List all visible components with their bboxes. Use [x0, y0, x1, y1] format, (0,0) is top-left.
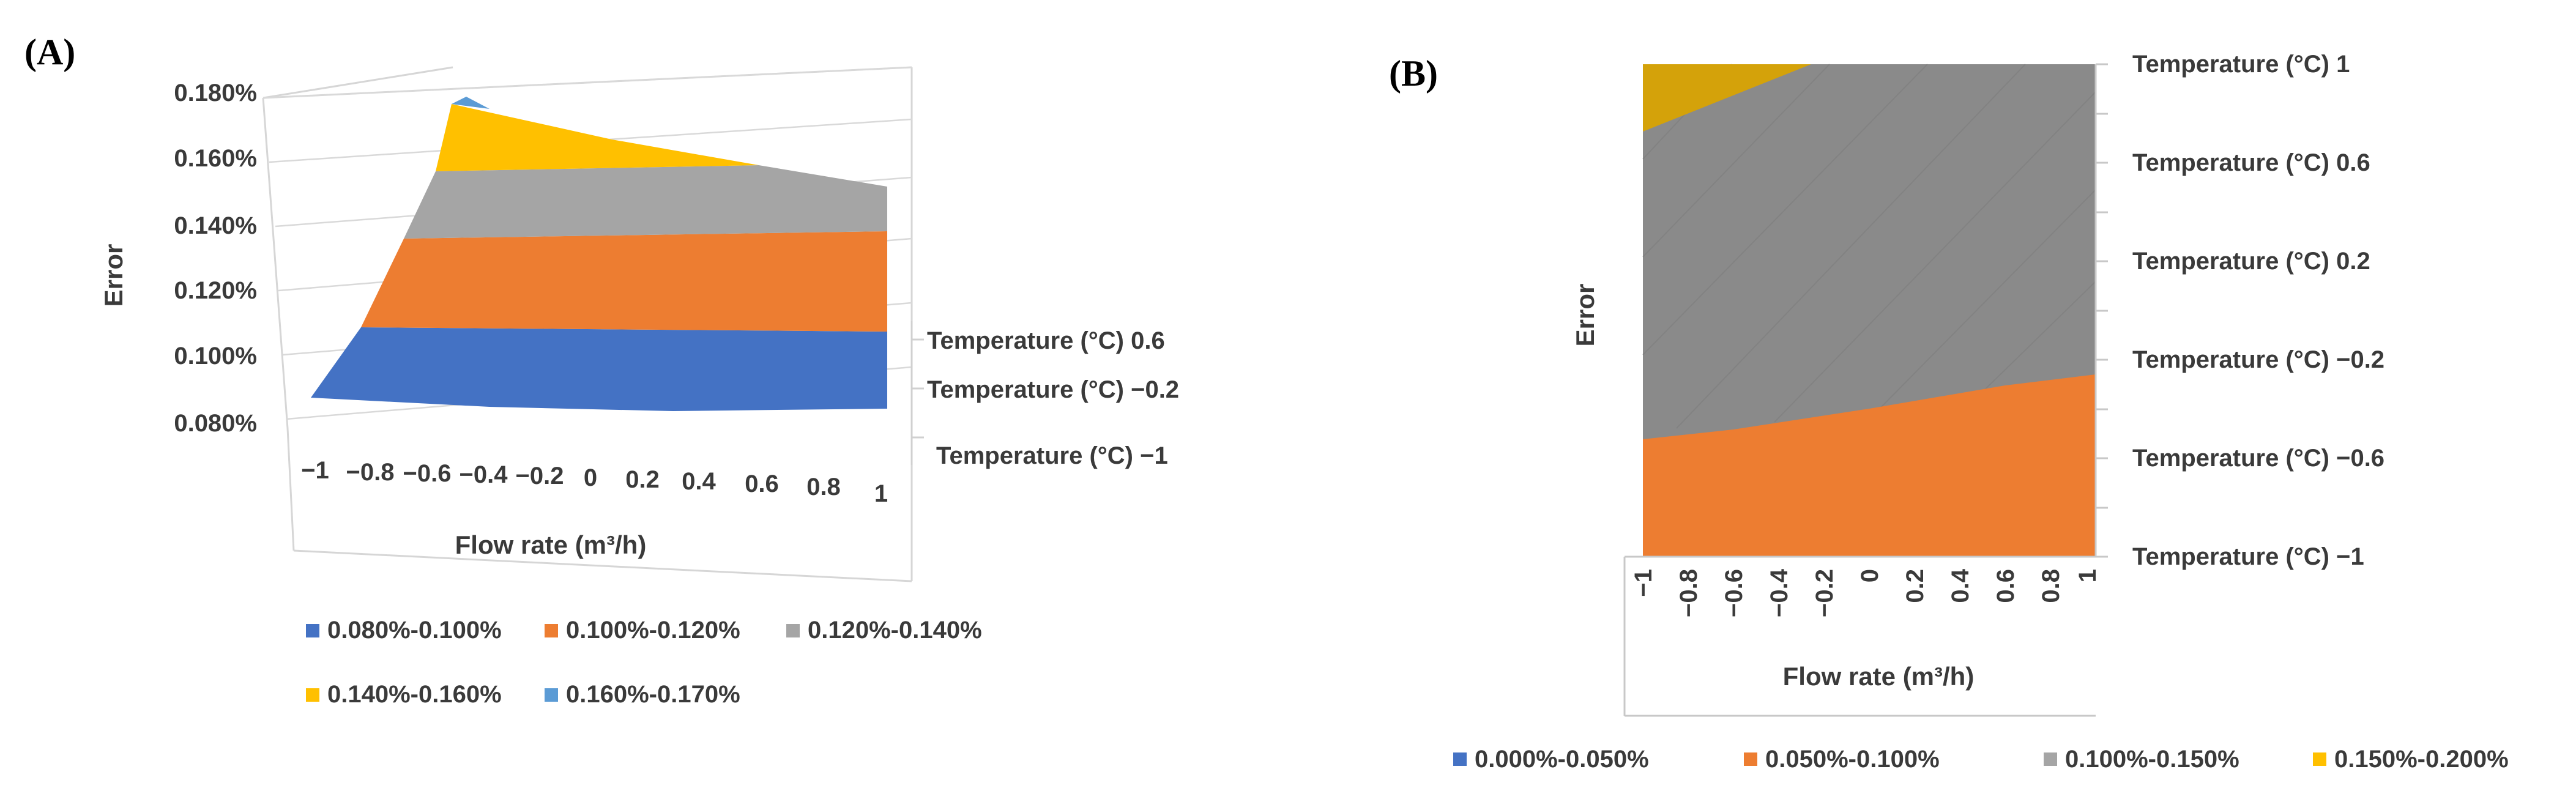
tick-label: −0.8: [346, 459, 395, 486]
panel-a-temp-ticks: Temperature (°C) 0.6 Temperature (°C) −0…: [927, 327, 1179, 469]
tick-label: Temperature (°C) −0.2: [2132, 346, 2384, 373]
texture-line: [1774, 91, 2096, 423]
tick-label: 0.2: [1902, 569, 1929, 603]
tick-label: −0.2: [516, 463, 564, 489]
tick-label: Temperature (°C) −0.2: [927, 376, 1179, 403]
tick-label: 0: [584, 464, 597, 491]
legend-label: 0.160%-0.170%: [566, 681, 740, 708]
panel-a-label: (A): [24, 32, 75, 72]
panel-b-flow-ticks: −1 −0.8 −0.6 −0.4 −0.2 0 0.2 0.4 0.6 0.8…: [1630, 568, 2101, 617]
surface-band-0.160-0.170: [452, 97, 490, 109]
legend-label: 0.000%-0.050%: [1475, 746, 1649, 773]
surface-band-0.120-0.140: [404, 165, 887, 239]
panel-a: (A) 0.080% 0.100: [24, 32, 1179, 708]
panel-b-texture: [1642, 64, 2096, 429]
panel-b-temp-ticks: Temperature (°C) 1 Temperature (°C) 0.6 …: [2132, 51, 2384, 570]
panel-b-legend: 0.000%-0.050% 0.050%-0.100% 0.100%-0.150…: [1453, 746, 2509, 773]
surface-band-0.100-0.120: [361, 231, 887, 332]
tick-label: Temperature (°C) 1: [2132, 51, 2350, 78]
tick-label: 0.120%: [174, 277, 257, 304]
panel-a-temp-axis: [910, 321, 924, 465]
tick-label: 1: [874, 480, 888, 507]
panel-a-flow-ticks: −1 −0.8 −0.6 −0.4 −0.2 0 0.2 0.4 0.6 0.8…: [301, 457, 888, 507]
legend-label: 0.140%-0.160%: [327, 681, 502, 708]
surface-band-0.080-0.100: [311, 327, 887, 411]
tick-label: Temperature (°C) 0.2: [2132, 248, 2370, 275]
tick-label: −0.8: [1675, 569, 1702, 617]
legend-label: 0.100%-0.120%: [566, 617, 740, 644]
panel-b-band-0.050-0.100: [1643, 374, 2096, 557]
tick-label: −1: [1630, 569, 1657, 597]
panel-a-flow-axis-title: Flow rate (m³/h): [455, 530, 647, 559]
tick-label: Temperature (°C) −1: [936, 442, 1168, 469]
tick-label: 0.6: [1992, 569, 2019, 603]
legend-label: 0.100%-0.150%: [2065, 746, 2239, 773]
legend-swatch: [545, 688, 558, 702]
tick-label: 0.2: [625, 466, 660, 493]
panel-b: (B): [1389, 51, 2509, 773]
texture-line: [1872, 189, 2096, 417]
legend-swatch: [2044, 752, 2057, 766]
tick-label: Temperature (°C) −1: [2132, 543, 2364, 570]
legend-swatch: [2313, 752, 2326, 766]
texture-line: [1642, 64, 1830, 258]
legend-swatch: [306, 688, 319, 702]
panel-b-label: (B): [1389, 53, 1438, 94]
tick-label: −0.6: [403, 460, 452, 487]
panel-b-band-0.150-0.200: [1643, 64, 1811, 132]
tick-label: −0.6: [1721, 569, 1748, 617]
panel-a-box-left-edge: [262, 97, 295, 551]
legend-label: 0.050%-0.100%: [1765, 746, 1940, 773]
surface-band-0.140-0.160: [436, 104, 759, 171]
legend-swatch: [786, 624, 800, 637]
panel-b-flow-axis-title: Flow rate (m³/h): [1783, 662, 1975, 691]
tick-label: −0.4: [460, 461, 508, 488]
legend-swatch: [306, 624, 319, 637]
tick-label: 0.160%: [174, 145, 257, 172]
tick-label: 0.080%: [174, 410, 257, 437]
legend-label: 0.120%-0.140%: [808, 617, 982, 644]
panel-a-error-ticks: 0.080% 0.100% 0.120% 0.140% 0.160% 0.180…: [174, 80, 257, 437]
legend-label: 0.080%-0.100%: [327, 617, 502, 644]
tick-label: 0.8: [2038, 569, 2064, 603]
tick-label: −0.4: [1766, 568, 1793, 617]
gridline: [262, 66, 912, 99]
legend-swatch: [545, 624, 558, 637]
panel-b-right-tickmarks: [2096, 63, 2108, 558]
panel-a-error-axis-title: Error: [99, 244, 128, 307]
legend-label: 0.150%-0.200%: [2334, 746, 2509, 773]
texture-line: [1970, 281, 2096, 404]
tick-label: 0.100%: [174, 343, 257, 370]
panel-b-error-axis-title: Error: [1571, 284, 1599, 347]
tick-label: Temperature (°C) 0.6: [2132, 149, 2370, 176]
tick-label: 0.4: [682, 468, 716, 495]
tick-label: Temperature (°C) −0.6: [2132, 445, 2384, 472]
tick-label: 0.4: [1947, 568, 1974, 603]
tick-label: 0.140%: [174, 212, 257, 239]
legend-swatch: [1744, 752, 1757, 766]
texture-line: [1676, 64, 2026, 429]
tick-label: 0.6: [745, 470, 779, 497]
tick-label: Temperature (°C) 0.6: [927, 327, 1165, 354]
panel-a-box-front-bottom: [293, 549, 912, 582]
tick-label: 0: [1856, 569, 1883, 582]
panel-a-grid-back: [262, 66, 453, 99]
tick-label: 1: [2074, 569, 2101, 582]
panel-a-legend: 0.080%-0.100% 0.100%-0.120% 0.120%-0.140…: [306, 617, 982, 708]
panel-a-surface: [311, 97, 887, 411]
texture-line: [1642, 64, 1928, 355]
tick-label: −1: [301, 457, 329, 484]
tick-label: 0.180%: [174, 80, 257, 106]
legend-swatch: [1453, 752, 1467, 766]
tick-label: −0.2: [1811, 569, 1838, 617]
tick-label: 0.8: [806, 474, 841, 500]
